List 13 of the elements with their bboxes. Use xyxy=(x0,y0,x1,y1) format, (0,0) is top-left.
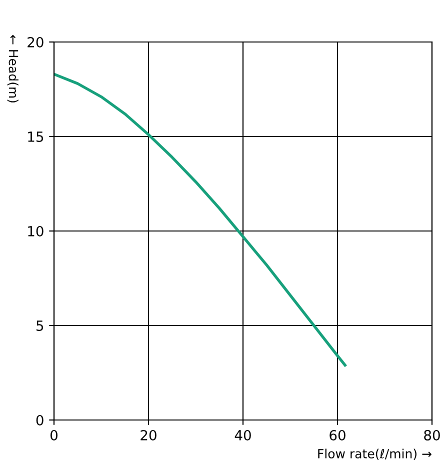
y-tick-label: 10 xyxy=(28,226,44,236)
x-tick-label: 60 xyxy=(330,430,346,440)
y-axis-title: ← Head(m) xyxy=(7,35,18,102)
y-tick-label: 15 xyxy=(28,132,44,142)
x-tick-label: 40 xyxy=(234,430,251,440)
x-tick-label: 80 xyxy=(424,430,440,440)
x-tick-label: 0 xyxy=(50,430,58,440)
line-series xyxy=(54,72,346,367)
y-tick-label: 20 xyxy=(28,36,44,48)
y-tick-label: 0 xyxy=(36,414,44,426)
y-tick-label: 5 xyxy=(36,320,44,331)
x-axis-title: Flow rate(ℓ/min) → xyxy=(318,448,432,460)
x-tick-label: 20 xyxy=(140,430,156,440)
